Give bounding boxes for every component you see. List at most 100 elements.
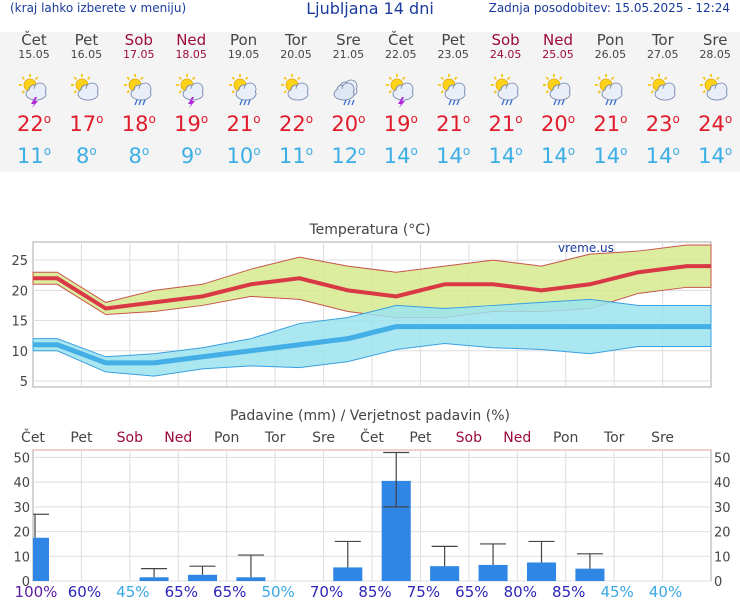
temp-min: 11o [278, 144, 314, 168]
temp-min: 10o [226, 144, 261, 168]
precip-day-label: Sre [312, 430, 335, 446]
min-temp-line [33, 324, 711, 366]
precip-day-label: Sob [456, 430, 482, 446]
precip-day-label: Čet [360, 428, 384, 446]
sun-cloud-thunder-icon [19, 74, 47, 108]
sun-cloud-thunder-icon [385, 74, 414, 108]
temp-y-tick: 25 [11, 254, 28, 269]
temp-max: 17o [69, 112, 104, 136]
sun-cloud-rain-icon [123, 74, 152, 106]
temp-min: 14o [436, 144, 471, 168]
precip-probability: 85% [358, 583, 391, 600]
precip-probability: 65% [455, 583, 488, 600]
location-menu-note[interactable]: (kraj lahko izberete v meniju) [10, 1, 187, 15]
precip-y-tick-right: 10 [714, 550, 731, 565]
day-date: 27.05 [647, 48, 679, 61]
day-name: Čet [21, 31, 47, 49]
precip-day-label: Tor [603, 430, 625, 446]
charts: Temperatura (°C) 5 10 15 20 25 vreme.us Padavin… [0, 215, 740, 601]
temp-min: 14o [645, 144, 680, 168]
precip-day-label: Ned [164, 430, 192, 446]
precip-bar [430, 566, 460, 581]
day-name: Čet [388, 31, 414, 49]
sun-cloud-rain-icon [438, 74, 466, 106]
day-column: Pon 19.05 21o 10o [218, 31, 270, 168]
precip-probability: 65% [165, 583, 198, 600]
precip-probability: 70% [310, 583, 343, 600]
precip-chart-title: Padavine (mm) / Verjetnost padavin (%) [230, 408, 510, 424]
temp-y-tick: 20 [11, 284, 28, 299]
precip-day-label: Ned [503, 430, 531, 446]
day-name: Tor [285, 31, 307, 49]
day-date: 17.05 [123, 48, 155, 61]
precip-y-tick-left: 30 [13, 501, 30, 516]
precip-bar [526, 562, 557, 581]
precip-bar [139, 577, 169, 581]
day-name: Sre [702, 31, 728, 49]
day-column: Pet 16.05 17o 8o [60, 32, 112, 168]
day-date: 26.05 [594, 48, 627, 61]
day-name: Sre [336, 31, 361, 49]
day-column: Pon 26.05 21o 14o [584, 32, 636, 168]
temp-y-tick: 10 [11, 345, 28, 360]
temp-chart-title: Temperatura (°C) [308, 222, 430, 238]
daily-forecast-strip: Čet 15.05 22o 11o Pet 16.05 17o 8o Sob 17.05 18o 8o… [0, 32, 740, 172]
day-column: Sob 24.05 21o 14o [480, 32, 532, 168]
temp-max: 24o [698, 112, 733, 136]
temp-max: 20o [331, 112, 366, 136]
day-column: Tor 20.05 22o 11o [270, 31, 322, 168]
temp-max: 22o [278, 112, 314, 136]
precip-probability: 100% [15, 583, 58, 600]
temp-min: 14o [488, 144, 523, 168]
day-name: Pon [229, 31, 258, 49]
temp-max: 21o [226, 112, 261, 136]
precip-y-tick-right: 50 [714, 451, 731, 466]
precip-day-label: Pet [70, 430, 93, 446]
day-column: Čet 15.05 22o 11o [8, 31, 60, 168]
sun-cloud-icon [281, 74, 309, 101]
precip-bar [187, 574, 218, 581]
temp-max: 19o [383, 112, 418, 136]
temp-max: 21o [436, 112, 471, 136]
page-title: Ljubljana 14 dni [306, 0, 434, 18]
day-date: 21.05 [332, 48, 365, 61]
day-column: Ned 18.05 19o 9o [165, 32, 217, 168]
temp-min: 12o [331, 144, 366, 168]
precip-probability: 80% [504, 583, 537, 600]
precip-bar [478, 564, 508, 581]
day-date: 23.05 [437, 48, 469, 61]
temp-min: 14o [383, 144, 418, 168]
day-date: 19.05 [227, 48, 260, 61]
temp-min: 14o [593, 144, 628, 168]
day-date: 20.05 [280, 48, 312, 61]
temp-max: 18o [121, 112, 156, 136]
precip-bar [575, 568, 605, 581]
temp-y-tick: 5 [20, 375, 28, 390]
temp-min: 8o [76, 144, 97, 168]
sun-cloud-rain-icon [543, 74, 571, 106]
precip-probability: 45% [116, 583, 149, 600]
sun-cloud-icon [71, 74, 99, 101]
day-column: Tor 27.05 23o 14o [637, 32, 689, 168]
precip-day-label: Pon [553, 430, 578, 446]
last-update: Zadnja posodobitev: 15.05.2025 - 12:24 [488, 1, 730, 15]
precip-y-tick-right: 0 [714, 575, 722, 590]
day-column: Ned 25.05 20o 14o [532, 32, 584, 168]
precip-probability: 65% [213, 583, 246, 600]
precip-bar [33, 537, 49, 581]
day-date: 24.05 [489, 48, 522, 61]
max-temp-range-band [32, 244, 712, 319]
precip-y-tick-right: 40 [714, 476, 731, 491]
temp-min: 8o [128, 144, 150, 168]
precip-day-label: Pon [214, 430, 239, 446]
precip-y-tick-right: 20 [714, 526, 731, 541]
cloud-rain-icon [333, 79, 358, 106]
precip-bar [236, 577, 266, 581]
day-column: Čet 22.05 19o 14o [375, 31, 427, 168]
precip-y-tick-left: 10 [13, 550, 30, 565]
precip-bar [333, 567, 363, 581]
sun-cloud-rain-icon [228, 74, 256, 106]
day-date: 15.05 [18, 48, 50, 61]
temp-y-tick: 15 [11, 315, 28, 330]
temp-min: 14o [540, 144, 576, 168]
